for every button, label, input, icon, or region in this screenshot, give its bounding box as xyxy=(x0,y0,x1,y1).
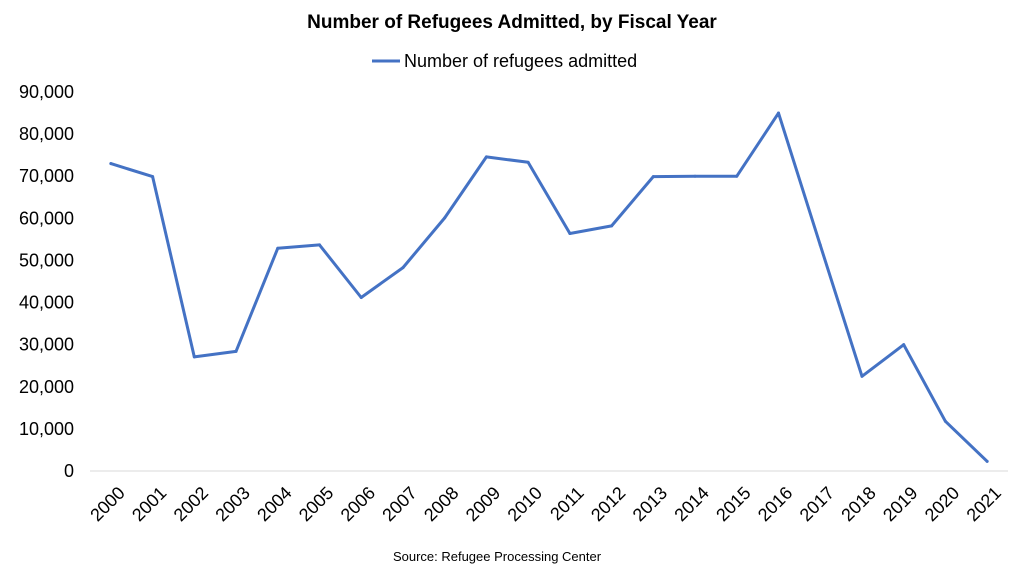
x-tick-label: 2020 xyxy=(921,483,963,525)
data-point xyxy=(777,111,780,115)
data-point xyxy=(735,174,739,178)
data-point xyxy=(985,459,989,463)
y-tick-label: 90,000 xyxy=(19,82,74,102)
data-point xyxy=(610,224,614,228)
x-axis: 2000 2001 2002 2003 2004 2005 2006 2007 2008 2009… xyxy=(86,470,1008,525)
legend: Number of refugees admitted xyxy=(372,51,637,71)
x-tick-label: 2001 xyxy=(128,483,170,525)
x-tick-label: 2002 xyxy=(170,483,212,525)
y-tick-label: 50,000 xyxy=(19,250,74,270)
y-tick-label: 0 xyxy=(64,461,74,481)
x-tick-label: 2011 xyxy=(546,483,588,525)
y-tick-label: 40,000 xyxy=(19,293,74,313)
x-tick-label: 2008 xyxy=(420,483,462,525)
data-point xyxy=(276,246,280,250)
x-tick-label: 2018 xyxy=(837,483,879,525)
data-point xyxy=(568,231,572,235)
y-tick-label: 10,000 xyxy=(19,419,74,439)
y-tick-label: 70,000 xyxy=(19,166,74,186)
data-point xyxy=(401,266,405,270)
data-point xyxy=(693,174,697,178)
x-tick-label: 2000 xyxy=(86,483,128,525)
data-point xyxy=(651,175,655,179)
data-point xyxy=(902,343,906,347)
x-tick-label: 2017 xyxy=(796,483,838,525)
data-point xyxy=(359,296,363,300)
y-tick-label: 60,000 xyxy=(19,208,74,228)
y-tick-label: 20,000 xyxy=(19,377,74,397)
x-tick-label: 2014 xyxy=(670,483,712,525)
x-tick-label: 2003 xyxy=(211,483,253,525)
y-tick-label: 80,000 xyxy=(19,124,74,144)
series-group xyxy=(109,111,989,463)
data-point xyxy=(109,162,113,166)
legend-label: Number of refugees admitted xyxy=(404,51,637,71)
data-point xyxy=(484,155,488,159)
series-line xyxy=(109,111,989,463)
x-tick-label: 2010 xyxy=(504,483,546,525)
data-point xyxy=(318,243,321,247)
data-point xyxy=(192,355,196,359)
x-tick-label: 2013 xyxy=(629,483,671,525)
x-tick-label: 2007 xyxy=(378,483,420,525)
x-tick-label: 2021 xyxy=(963,483,1005,525)
data-point xyxy=(234,349,238,353)
data-point xyxy=(151,175,155,179)
y-axis: 0 10,000 20,000 30,000 40,000 50,000 60,000 70,… xyxy=(19,82,74,481)
x-tick-label: 2016 xyxy=(754,483,796,525)
data-point xyxy=(943,419,947,423)
x-tick-label: 2005 xyxy=(295,483,337,525)
x-tick-label: 2015 xyxy=(712,483,754,525)
data-point xyxy=(526,160,530,164)
source-note: Source: Refugee Processing Center xyxy=(393,549,602,564)
chart-title: Number of Refugees Admitted, by Fiscal Y… xyxy=(307,12,717,33)
data-point xyxy=(860,374,864,378)
y-tick-label: 30,000 xyxy=(19,335,74,355)
x-tick-label: 2004 xyxy=(253,483,295,525)
x-tick-label: 2012 xyxy=(587,483,629,525)
x-tick-label: 2019 xyxy=(879,483,921,525)
x-tick-label: 2009 xyxy=(462,483,504,525)
data-point xyxy=(818,243,822,247)
data-point xyxy=(443,216,447,220)
x-tick-label: 2006 xyxy=(337,483,379,525)
